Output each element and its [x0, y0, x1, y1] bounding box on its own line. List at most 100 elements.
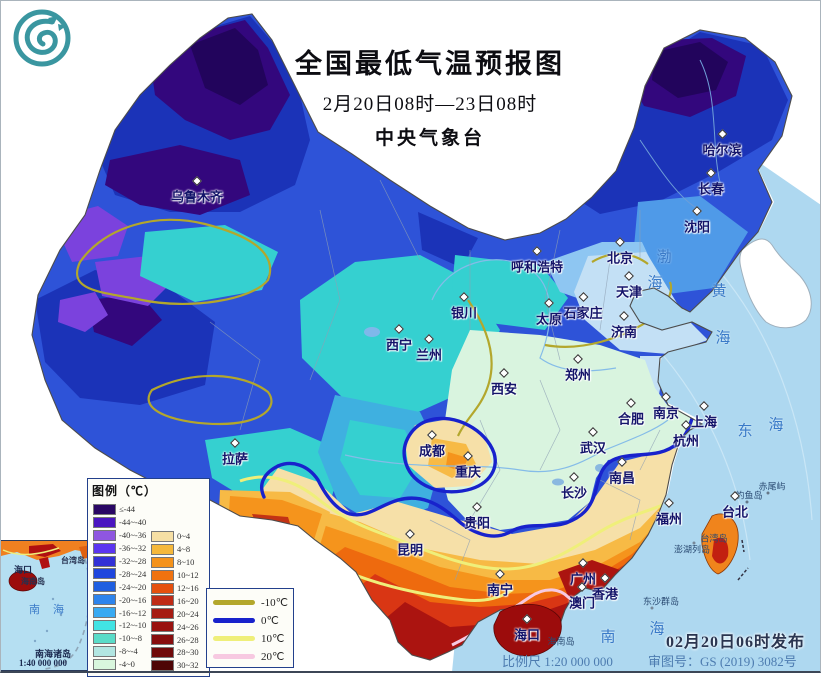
sea-label: 东	[737, 423, 753, 440]
inset-sea-label-2: 海	[53, 604, 64, 616]
city-label-广州: 广州	[570, 558, 596, 588]
legend-range-label: 10~12	[177, 570, 199, 581]
legend-swatch	[151, 569, 174, 581]
legend-swatch	[93, 516, 116, 528]
legend-row: -40~-36	[93, 529, 146, 542]
city-label-北京: 北京	[607, 237, 633, 267]
legend-row: -10~-8	[93, 632, 146, 645]
legend-row: 30~32	[151, 659, 199, 672]
city-label-海口: 海口	[514, 614, 540, 644]
island-label-海南岛: 海南岛	[547, 636, 575, 647]
legend-row: -36~-32	[93, 542, 146, 555]
city-label-杭州: 杭州	[673, 420, 699, 450]
legend-range-label: 28~30	[177, 647, 199, 658]
city-label-合肥: 合肥	[618, 398, 644, 428]
sea-label: 海	[715, 330, 731, 347]
island-label-台湾岛: 台湾岛	[700, 533, 728, 544]
city-label-银川: 银川	[451, 292, 477, 322]
city-label-天津: 天津	[616, 271, 642, 301]
legend-cold-column: ≤-44 -44~-40 -40~-36 -36~-32 -32~-28 -28~-24 -…	[93, 503, 146, 671]
island-label-东沙群岛: 东沙群岛	[642, 596, 680, 607]
inset-sea-label-1: 南	[29, 604, 40, 616]
contour-minus10	[76, 218, 673, 437]
legend-range-label: -28~-24	[119, 568, 147, 579]
city-label-重庆: 重庆	[455, 451, 481, 481]
city-label-贵阳: 贵阳	[464, 502, 490, 532]
inset-islands-label: 南海诸岛	[35, 649, 72, 659]
legend-row: -16~-12	[93, 606, 146, 619]
legend-range-label: -12~-10	[119, 620, 147, 631]
city-label-拉萨: 拉萨	[222, 438, 248, 468]
legend-swatch	[93, 594, 116, 606]
sea-label: 渤	[656, 249, 672, 266]
city-label-太原: 太原	[536, 298, 562, 328]
south-china-sea-inset: 海口 海南岛 台湾岛 南 海 南海诸岛 1:40 000 000	[0, 540, 94, 671]
legend-range-label: 20~24	[177, 608, 199, 619]
city-label-西安: 西安	[491, 368, 517, 398]
sea-label: 海	[647, 275, 663, 292]
legend-row: 10~12	[151, 569, 199, 582]
legend-swatch	[93, 568, 116, 580]
city-label-南昌: 南昌	[609, 457, 635, 487]
legend-row: 16~20	[151, 594, 199, 607]
agency-name: 中央气象台	[374, 128, 485, 149]
forecast-period: 2月20日08时—23日08时	[322, 94, 538, 115]
page-title: 全国最低气温预报图	[295, 49, 565, 79]
city-label-南京: 南京	[653, 392, 679, 422]
legend-title: 图例（℃）	[92, 484, 158, 498]
legend-swatch	[93, 658, 116, 670]
legend-row: 4~8	[151, 543, 199, 556]
sea-label: 海	[768, 417, 784, 434]
legend-swatch	[151, 659, 174, 671]
legend-swatch	[151, 646, 174, 658]
sea-label: 南	[600, 629, 616, 646]
legend-range-label: 8~10	[177, 557, 195, 568]
city-label-长春: 长春	[698, 168, 724, 198]
city-label-沈阳: 沈阳	[684, 206, 710, 236]
legend-range-label: 0~4	[177, 531, 191, 542]
legend-swatch	[151, 608, 174, 620]
korea-landmass	[739, 238, 812, 329]
legend-row: 0~4	[151, 530, 199, 543]
legend-range-label: -40~-36	[119, 530, 147, 541]
cma-logo	[12, 8, 72, 68]
sea-label: 海	[649, 621, 665, 638]
legend-swatch	[93, 581, 116, 593]
contour-legend-row: 20℃	[207, 647, 293, 665]
legend-row: ≤-44	[93, 503, 146, 516]
contour-legend-row: -10℃	[207, 593, 293, 611]
city-label-成都: 成都	[419, 430, 445, 460]
legend-row: 8~10	[151, 556, 199, 569]
contour-label: 10℃	[261, 632, 285, 645]
island-label-钓鱼岛: 钓鱼岛	[735, 490, 763, 501]
legend-range-label: -24~-20	[119, 581, 147, 592]
legend-swatch	[93, 619, 116, 631]
legend-row: 24~26	[151, 620, 199, 633]
approval-number: 审图号：GS (2019) 3082号	[648, 654, 797, 669]
legend-warm-column: 0~4 4~8 8~10 10~12 12~16 16~20 20~24 24~26 26~28…	[151, 530, 199, 672]
contour-line-swatch	[213, 617, 255, 623]
inset-hainan-label: 海南岛	[21, 577, 45, 586]
legend-range-label: ≤-44	[119, 504, 135, 515]
legend-range-label: -4~0	[119, 659, 135, 670]
legend-row: -28~-24	[93, 567, 146, 580]
temperature-legend: 图例（℃） ≤-44 -44~-40 -40~-36 -36~-32 -32~-28 -2…	[87, 478, 210, 677]
logo-ring	[13, 9, 71, 67]
legend-row: -20~-16	[93, 593, 146, 606]
city-label-呼和浩特: 呼和浩特	[511, 246, 563, 276]
island-label-赤尾屿: 赤尾屿	[758, 481, 786, 492]
legend-row: -32~-28	[93, 555, 146, 568]
city-label-南宁: 南宁	[487, 569, 513, 599]
legend-row: 26~28	[151, 633, 199, 646]
legend-swatch	[93, 529, 116, 541]
legend-row: -24~-20	[93, 580, 146, 593]
inset-svg	[1, 541, 93, 670]
contour-legend: -10℃ 0℃ 10℃ 20℃	[206, 588, 294, 668]
legend-range-label: -16~-12	[119, 607, 147, 618]
contour-legend-row: 0℃	[207, 611, 293, 629]
legend-range-label: -32~-28	[119, 556, 147, 566]
inset-haikou-label: 海口	[14, 565, 33, 575]
sea-label: 黄	[711, 283, 727, 300]
legend-row: 12~16	[151, 582, 199, 595]
